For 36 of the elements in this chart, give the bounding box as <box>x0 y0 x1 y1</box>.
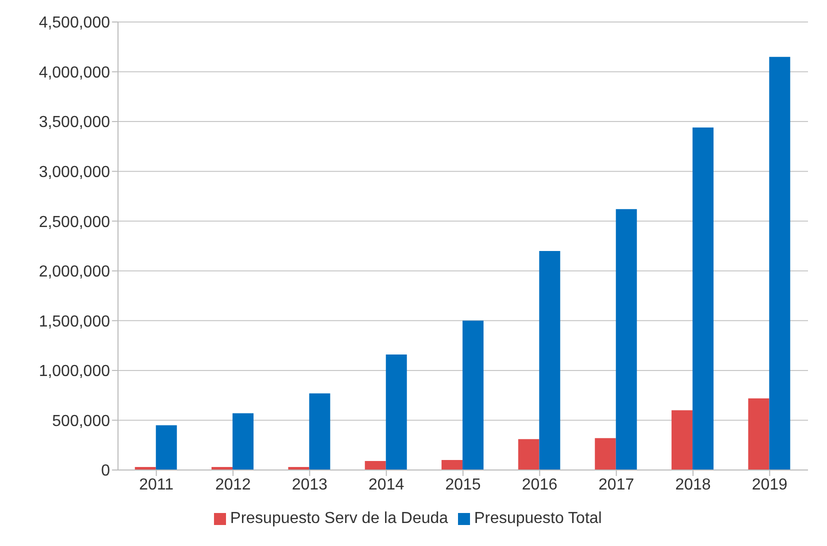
bar <box>232 413 254 470</box>
bar <box>309 393 330 470</box>
x-tick-label: 2013 <box>292 476 328 494</box>
bar <box>594 438 616 470</box>
y-tick-label: 4,000,000 <box>38 64 110 82</box>
x-tick-label: 2012 <box>215 476 251 494</box>
x-tick-label: 2018 <box>675 476 711 494</box>
y-tick-label: 2,000,000 <box>38 264 110 281</box>
x-tick-label: 2019 <box>752 476 788 494</box>
x-tick-label: 2015 <box>445 476 481 494</box>
legend-label: Presupuesto Serv de la Deuda <box>230 510 448 527</box>
bar <box>462 320 484 470</box>
x-tick-label: 2017 <box>598 476 634 494</box>
x-tick-label: 2016 <box>522 476 558 494</box>
bar <box>616 209 637 470</box>
bar <box>692 128 714 470</box>
y-tick-label: 4,500,000 <box>38 14 110 32</box>
bar <box>156 425 177 470</box>
bar <box>518 439 540 470</box>
bar <box>748 398 770 470</box>
y-tick-label: 3,000,000 <box>38 164 110 182</box>
y-tick-label: 2,500,000 <box>38 214 110 231</box>
bar <box>672 410 693 470</box>
x-tick-label: 2014 <box>368 476 404 494</box>
x-tick-label: 2011 <box>139 476 174 494</box>
y-tick-label: 1,000,000 <box>38 363 110 380</box>
y-tick-label: 3,500,000 <box>38 114 110 132</box>
legend-label: Presupuesto Total <box>474 510 602 527</box>
y-tick-label: 1,500,000 <box>38 313 110 330</box>
bar <box>386 354 407 470</box>
bar <box>539 250 560 470</box>
bar <box>364 461 386 470</box>
bar <box>442 460 463 470</box>
y-tick-label: 500,000 <box>52 412 110 430</box>
bar <box>769 56 790 470</box>
y-tick-label: 0 <box>101 462 110 480</box>
